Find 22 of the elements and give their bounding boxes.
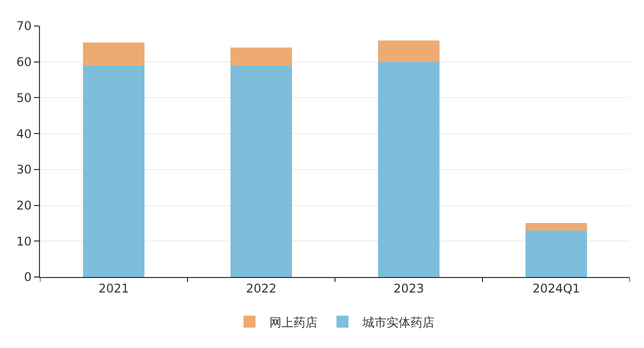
bar [82, 42, 145, 66]
x-tick-label: 2023 [393, 281, 424, 296]
x-tick-label: 2022 [246, 281, 277, 296]
y-tick-label: 60 [16, 55, 32, 70]
bar [525, 223, 588, 230]
y-tick-label: 50 [16, 90, 32, 105]
bar [230, 65, 292, 277]
bar [378, 62, 440, 277]
x-tick-label: 2024Q1 [532, 281, 580, 296]
x-tick-label: 2021 [98, 281, 130, 296]
y-tick-label: 70 [16, 19, 32, 34]
legend-label: 城市实体药店 [362, 315, 434, 330]
bar [378, 40, 440, 62]
bar [230, 48, 292, 66]
y-tick-label: 40 [16, 126, 32, 141]
y-tick-label: 10 [16, 234, 32, 248]
y-tick-label: 0 [24, 270, 32, 284]
y-tick-label: 30 [16, 162, 32, 177]
y-tick-label: 20 [16, 198, 32, 212]
bar [525, 230, 588, 277]
legend-label: 网上药店 [270, 315, 318, 330]
bar [82, 65, 145, 277]
